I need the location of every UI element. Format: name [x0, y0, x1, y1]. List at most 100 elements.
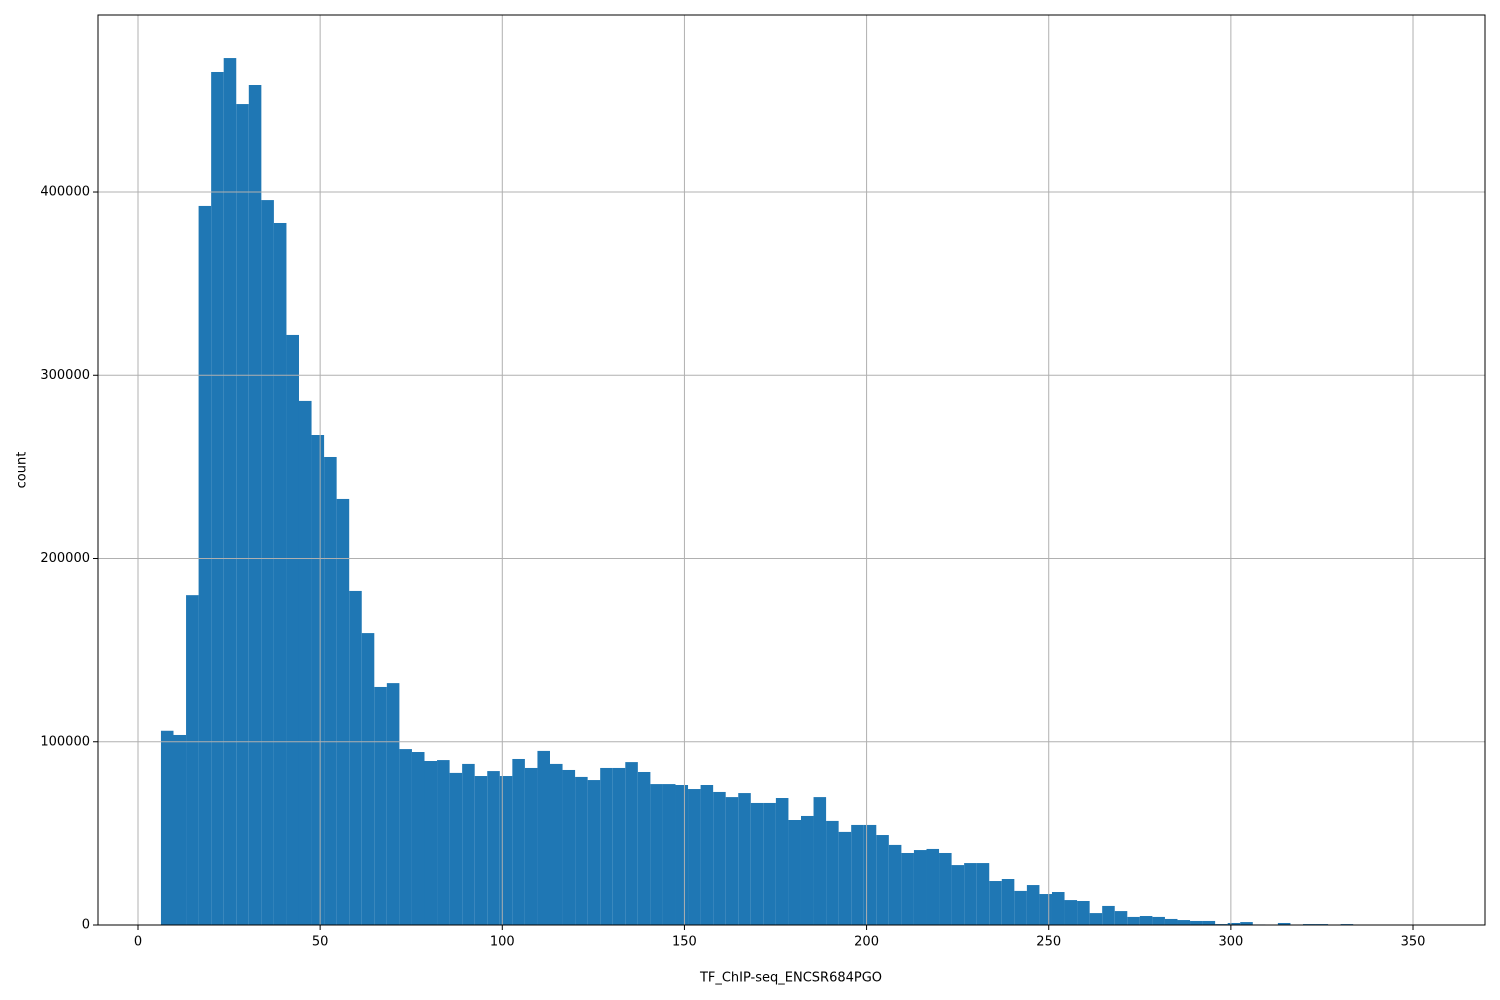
bar — [186, 595, 199, 925]
plot-frame — [97, 14, 1486, 926]
bar — [361, 633, 375, 925]
bar — [863, 824, 877, 925]
bar — [1089, 913, 1103, 925]
bar — [449, 772, 463, 925]
bar — [826, 820, 839, 925]
bar — [750, 802, 764, 925]
bar — [1127, 916, 1140, 925]
bar — [298, 400, 312, 925]
bar — [160, 730, 174, 925]
bar — [549, 763, 563, 925]
bar — [650, 784, 663, 925]
x-tick-label: 200 — [854, 935, 879, 950]
x-tick-label: 100 — [490, 935, 515, 950]
bar — [989, 881, 1002, 925]
bar — [575, 776, 588, 925]
bar — [688, 789, 701, 925]
bar — [964, 863, 977, 925]
bar — [951, 865, 965, 925]
bar — [838, 831, 852, 925]
bar — [223, 58, 237, 926]
bar — [713, 791, 726, 925]
bar — [1039, 894, 1052, 925]
bar — [813, 797, 827, 925]
bar — [587, 780, 601, 925]
bar — [474, 776, 488, 925]
x-tick-label: 350 — [1401, 935, 1426, 950]
bar — [1014, 890, 1027, 925]
bar — [1077, 900, 1090, 925]
x-tick-label: 0 — [134, 935, 142, 950]
bar — [211, 71, 224, 926]
bar — [374, 686, 387, 925]
bar — [537, 750, 550, 925]
bar — [800, 815, 814, 925]
bar — [662, 784, 676, 925]
y-tick-label: 400000 — [40, 185, 90, 200]
bar — [1114, 911, 1128, 925]
bar — [675, 785, 689, 925]
y-tick-label: 0 — [82, 918, 90, 933]
x-tick-label: 50 — [312, 935, 329, 950]
bar — [336, 498, 350, 925]
bar — [913, 850, 927, 925]
bar — [1026, 885, 1040, 925]
bar — [1139, 916, 1153, 925]
bar — [399, 749, 412, 925]
bar — [637, 771, 651, 925]
bar — [1190, 920, 1203, 925]
bar — [888, 844, 902, 925]
bar — [424, 760, 438, 925]
x-tick-label: 150 — [672, 935, 697, 950]
bar — [612, 767, 626, 925]
bar — [1102, 905, 1115, 925]
bar — [738, 793, 751, 925]
bar — [512, 758, 525, 925]
bar — [1177, 920, 1191, 925]
bar — [1240, 922, 1253, 925]
bar — [1227, 922, 1241, 925]
bar — [311, 435, 325, 925]
bar — [562, 769, 576, 925]
bar — [349, 590, 362, 925]
y-tick-label: 100000 — [40, 734, 90, 749]
bar — [236, 104, 249, 925]
x-axis-label: TF_ChIP-seq_ENCSR684PGO — [699, 971, 882, 986]
bar — [273, 222, 287, 925]
bar — [1001, 879, 1015, 925]
bar — [386, 683, 400, 925]
bar — [939, 852, 952, 925]
bar — [487, 771, 500, 925]
bar — [625, 762, 638, 925]
bar — [286, 334, 299, 925]
bar — [851, 824, 864, 925]
bar — [1152, 916, 1165, 925]
bar — [462, 763, 475, 925]
bar — [600, 767, 613, 925]
bar — [411, 752, 425, 925]
bar — [763, 802, 776, 925]
x-tick-label: 250 — [1036, 935, 1061, 950]
bar — [173, 734, 187, 925]
bar — [725, 797, 739, 925]
bar — [788, 820, 801, 925]
bar — [524, 767, 538, 925]
bar — [926, 848, 940, 925]
y-tick-label: 200000 — [40, 551, 90, 566]
y-axis-label: count — [15, 452, 30, 489]
bar — [901, 852, 914, 925]
bar — [1064, 900, 1078, 925]
bar — [198, 205, 212, 926]
bar — [976, 863, 990, 925]
bar — [1051, 892, 1065, 925]
bar — [1277, 922, 1291, 925]
bar — [700, 785, 714, 925]
bar — [876, 835, 889, 925]
bar — [1202, 920, 1216, 925]
bar — [324, 456, 337, 925]
bar — [1164, 918, 1178, 925]
bar — [775, 798, 789, 925]
x-tick-label: 300 — [1218, 935, 1243, 950]
y-tick-label: 300000 — [40, 368, 90, 383]
